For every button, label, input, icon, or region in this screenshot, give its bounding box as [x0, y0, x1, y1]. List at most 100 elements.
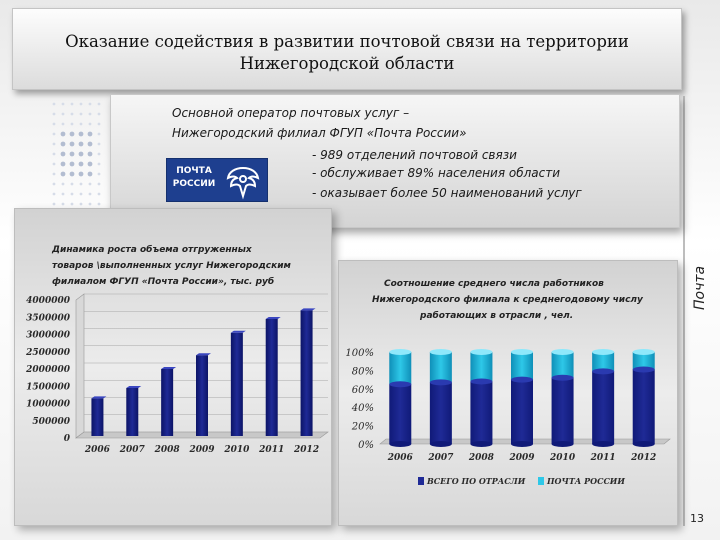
info-line1: Основной оператор почтовых услуг –	[172, 106, 410, 120]
bar-2010	[230, 332, 243, 436]
dot	[70, 112, 74, 116]
dot	[70, 102, 74, 106]
dot	[88, 102, 92, 106]
bar-joint-2010	[551, 374, 574, 381]
dot	[69, 151, 75, 157]
x-tick-label: 2009	[188, 445, 215, 455]
bar-joint-2007	[429, 379, 452, 386]
dot	[52, 122, 56, 126]
left-chart-title-2: товаров \выполненных услуг Нижегородским	[52, 261, 291, 271]
dot	[70, 122, 74, 126]
dot	[97, 192, 101, 196]
bar-joint-2012	[632, 366, 655, 373]
bar-base-2009	[511, 441, 533, 447]
y-tick-label: 20%	[351, 422, 374, 433]
dot	[61, 202, 65, 206]
x-tick-label: 2011	[590, 453, 616, 463]
y-tick-label: 2500000	[25, 348, 71, 358]
y-tick-label: 1500000	[26, 382, 71, 392]
legend-label: ВСЕГО ПО ОТРАСЛИ	[426, 476, 526, 486]
dot	[78, 141, 84, 147]
dot	[69, 131, 75, 137]
right-chart-title-3: работающих в отрасли , чел.	[420, 311, 574, 321]
dot	[69, 171, 75, 177]
bar-base-2012	[632, 441, 655, 447]
dot	[88, 182, 92, 186]
dot	[60, 161, 66, 167]
x-tick-label: 2010	[223, 445, 250, 455]
bar-top-2011	[265, 316, 281, 319]
right-chart-title-1: Соотношение среднего числа работников	[384, 279, 604, 289]
axis-wall	[75, 293, 85, 439]
bar-joint-2011	[592, 368, 615, 375]
bar-total-2008	[470, 381, 493, 444]
right-chart-title-2: Нижегородского филиала к среднегодовому …	[372, 295, 643, 305]
dot	[97, 112, 101, 116]
dot	[61, 192, 65, 196]
dot	[97, 202, 101, 206]
x-tick-label: 2010	[549, 453, 576, 463]
bar-pochta-2008	[470, 352, 493, 382]
vertical-divider	[683, 96, 685, 526]
bar-top-2012	[300, 308, 316, 311]
dot	[97, 102, 101, 106]
bar-total-2006	[389, 384, 412, 444]
slide-title-box: Оказание содействия в развитии почтовой …	[12, 8, 682, 90]
x-tick-label: 2007	[119, 445, 146, 455]
bar-pochta-2007	[429, 352, 452, 383]
bar-2011	[265, 318, 278, 436]
bar-cap-2009	[511, 349, 533, 355]
logo-text-2: РОССИИ	[172, 179, 216, 189]
bar-total-2012	[632, 369, 655, 444]
bar-2008	[161, 369, 174, 436]
dot	[97, 182, 101, 186]
bar-2012	[300, 310, 313, 436]
dot	[60, 171, 66, 177]
right-stacked-chart: 100% 80% 60% 40% 20% 0% 2006 2007 2008 2009 2010 20…	[345, 348, 671, 486]
dot	[87, 131, 93, 137]
dot	[61, 182, 65, 186]
eagle-emblem-icon	[226, 166, 260, 200]
dot	[70, 192, 74, 196]
x-tick-label: 2008	[468, 453, 495, 463]
decorative-dots	[52, 102, 101, 206]
info-bullet1: - 989 отделений почтовой связи	[312, 148, 517, 162]
x-tick-label: 2012	[630, 453, 656, 463]
dot	[52, 142, 56, 146]
info-bullet2: - обслуживает 89% населения области	[312, 166, 561, 180]
bar-joint-2009	[511, 376, 533, 383]
dot	[52, 132, 56, 136]
bar-top-2007	[126, 385, 142, 388]
bar-cap-2011	[592, 349, 615, 355]
bar-2009	[196, 355, 208, 436]
y-tick-label: 40%	[351, 403, 374, 414]
dot	[97, 162, 101, 166]
side-label: Почта	[692, 265, 708, 310]
dot	[52, 162, 56, 166]
y-tick-label: 0	[64, 434, 71, 444]
bar-top-2008	[161, 367, 177, 369]
x-tick-label: 2011	[258, 445, 284, 455]
info-bullet3: - оказывает более 50 наименований услуг	[312, 186, 582, 200]
x-tick-label: 2012	[293, 445, 319, 455]
bar-cap-2012	[632, 349, 655, 355]
dot	[97, 152, 101, 156]
dot	[52, 192, 56, 196]
bar-cap-2007	[429, 349, 452, 355]
bar-top-2006	[91, 396, 107, 399]
dot	[78, 171, 84, 177]
y-tick-label: 4000000	[26, 296, 71, 306]
bar-base-2010	[551, 441, 574, 447]
dot	[88, 192, 92, 196]
bar-pochta-2006	[389, 352, 412, 385]
dot	[79, 182, 83, 186]
dot	[70, 182, 74, 186]
dot	[97, 172, 101, 176]
dot	[60, 151, 66, 157]
bar-cap-2008	[470, 349, 493, 355]
slide-title-line1: Оказание содействия в развитии почтовой …	[65, 32, 629, 51]
dot	[69, 161, 75, 167]
dot	[60, 141, 66, 147]
dot	[88, 122, 92, 126]
dot	[88, 202, 92, 206]
